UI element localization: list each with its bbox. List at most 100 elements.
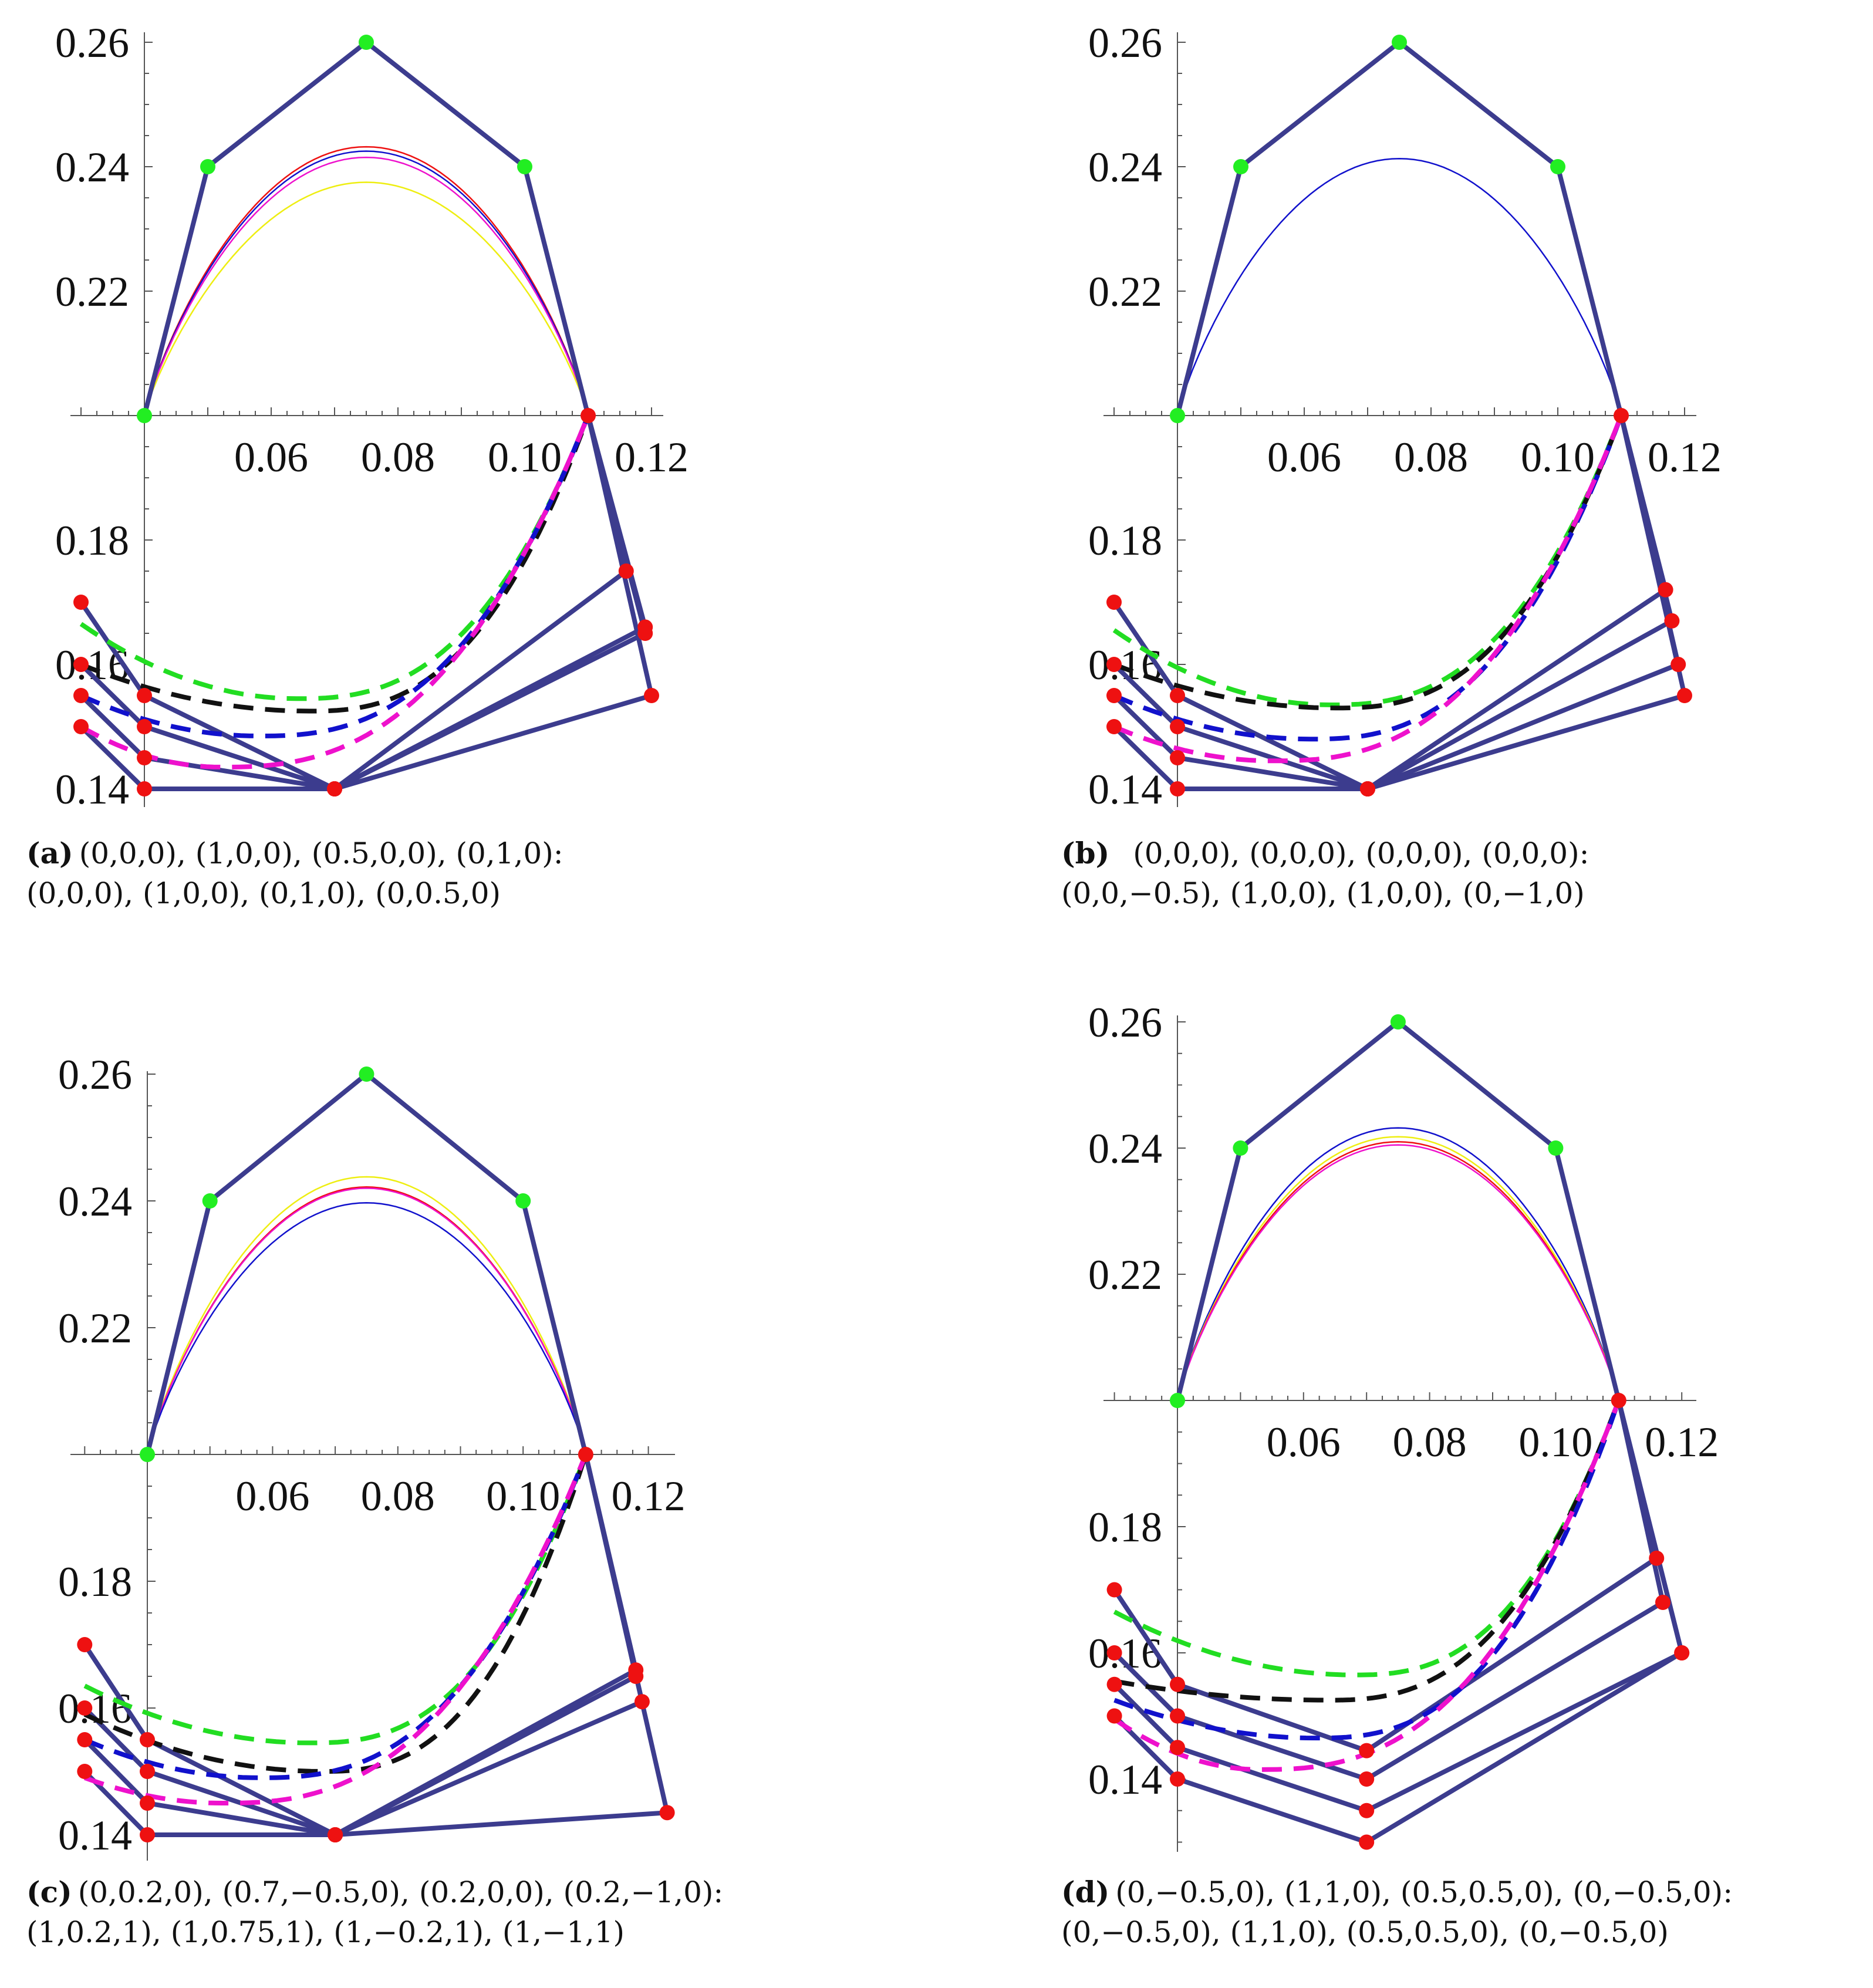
control-point-red — [77, 1700, 93, 1716]
y-tick-label: 0.26 — [55, 19, 129, 66]
control-point-red — [1655, 1595, 1670, 1610]
chart-panel-b: 0.06 0.08 0.10 0.12 0.26 0.24 0.22 0.18 0.16 0.14 — [1088, 19, 1722, 813]
caption-a-line2: (0,0,0), (1,0,0), (0,1,0), (0,0.5,0) — [26, 876, 501, 910]
control-point-red — [1106, 1708, 1122, 1724]
control-point-red — [137, 719, 152, 734]
control-point-red — [77, 1637, 93, 1652]
control-point-green — [200, 159, 215, 174]
control-point-red — [1106, 1582, 1122, 1598]
control-point-red — [1674, 1645, 1690, 1660]
x-tick-label: 0.12 — [1645, 1419, 1719, 1466]
upper-curve-red — [146, 1186, 587, 1455]
control-point-red — [1170, 1771, 1185, 1787]
control-point-red — [634, 1694, 650, 1710]
control-point-red — [73, 719, 89, 734]
control-point-red — [1170, 688, 1185, 703]
y-tick-label: 0.18 — [1088, 1504, 1162, 1551]
control-point-red — [1106, 719, 1122, 734]
control-point-red — [327, 781, 342, 796]
control-point-green — [1548, 1140, 1564, 1156]
control-point-green — [1233, 1140, 1248, 1156]
control-point-red — [1670, 657, 1686, 672]
control-point-red — [73, 657, 89, 672]
control-point-red — [137, 688, 152, 703]
control-point-red — [1170, 781, 1185, 796]
control-point-red — [1106, 688, 1122, 703]
y-tick-label: 0.26 — [58, 1051, 132, 1098]
y-tick-label: 0.24 — [1088, 1125, 1162, 1172]
control-point-red — [1170, 1708, 1185, 1724]
control-point-red — [1614, 408, 1629, 423]
lower-curve-green — [83, 1453, 588, 1746]
y-tick-label: 0.14 — [58, 1812, 132, 1859]
caption-b-label: (b) — [1061, 836, 1110, 870]
upper-curve-blue — [146, 1201, 587, 1455]
y-tick-label: 0.26 — [1088, 19, 1162, 66]
control-point-red — [77, 1732, 93, 1747]
control-point-green — [1170, 1393, 1185, 1408]
control-point-red — [578, 1447, 593, 1462]
upper-control-polygon — [142, 40, 590, 416]
control-point-red — [1359, 1743, 1375, 1759]
x-tick-label: 0.06 — [1267, 434, 1341, 481]
control-point-red — [73, 688, 89, 703]
upper-control-polygon — [1175, 40, 1624, 416]
caption-c-label: (c) — [26, 1875, 72, 1909]
control-point-green — [359, 35, 374, 50]
control-point-red — [1664, 613, 1680, 629]
control-point-red — [581, 408, 596, 423]
y-tick-label: 0.24 — [55, 144, 129, 191]
caption-a: (a) (0,0,0), (1,0,0), (0.5,0,0), (0,1,0):… — [26, 833, 563, 913]
lower-control-polygon — [1112, 1400, 1685, 1845]
caption-c-line2: (1,0.2,1), (1,0.75,1), (1,−0.2,1), (1,−1… — [26, 1915, 625, 1949]
control-point-red — [1106, 595, 1122, 610]
caption-c: (c) (0,0.2,0), (0.7,−0.5,0), (0.2,0,0), (… — [26, 1872, 723, 1952]
x-tick-label: 0.08 — [1393, 1419, 1467, 1466]
control-point-green — [202, 1193, 218, 1209]
x-tick-label: 0.10 — [1521, 434, 1595, 481]
control-point-red — [1658, 582, 1673, 598]
lower-curve-blue — [80, 414, 590, 738]
caption-b: (b) (0,0,0), (0,0,0), (0,0,0), (0,0,0): (… — [1061, 833, 1589, 913]
caption-b-line1: (0,0,0), (0,0,0), (0,0,0), (0,0,0): — [1133, 836, 1589, 870]
control-point-red — [73, 595, 89, 610]
x-tick-label: 0.08 — [1394, 434, 1468, 481]
chart-panel-a: 0.06 0.08 0.10 0.120.260.240.220.180.160.14 — [55, 19, 689, 813]
x-tick-label: 0.10 — [486, 1473, 560, 1520]
x-tick-label: 0.08 — [361, 434, 435, 481]
upper-curve-blue — [1176, 1127, 1620, 1401]
lower-curve-magenta — [1113, 414, 1624, 764]
control-point-green — [1390, 1014, 1406, 1030]
upper-curve-yellow — [143, 181, 589, 416]
chart-panel-c: 0.06 0.08 0.10 0.120.260.240.220.180.160.14 — [58, 1051, 686, 1861]
control-point-red — [328, 1827, 343, 1842]
control-point-green — [140, 1447, 155, 1462]
control-point-red — [140, 1764, 155, 1779]
y-tick-label: 0.24 — [1088, 144, 1162, 191]
y-tick-label: 0.14 — [1088, 1756, 1162, 1803]
control-point-red — [628, 1669, 644, 1684]
control-point-red — [618, 563, 634, 579]
x-tick-label: 0.12 — [615, 434, 689, 481]
control-point-red — [1677, 688, 1692, 703]
control-point-red — [1359, 1834, 1375, 1850]
x-tick-label: 0.06 — [235, 1473, 309, 1520]
lower-curve-black — [83, 1453, 588, 1774]
control-point-red — [1359, 1771, 1375, 1787]
y-tick-label: 0.14 — [1088, 766, 1162, 813]
lower-curve-black — [80, 414, 590, 714]
x-tick-label: 0.12 — [612, 1473, 686, 1520]
upper-curve-magenta — [143, 156, 589, 416]
control-point-green — [515, 1193, 531, 1209]
x-tick-label: 0.06 — [234, 434, 308, 481]
control-point-green — [1170, 408, 1185, 423]
y-tick-label: 0.16 — [1088, 642, 1162, 688]
control-point-green — [137, 408, 152, 423]
y-tick-label: 0.18 — [58, 1558, 132, 1605]
x-tick-label: 0.12 — [1648, 434, 1722, 481]
control-point-red — [1359, 1803, 1375, 1818]
control-point-red — [1170, 750, 1185, 765]
control-point-red — [77, 1764, 93, 1779]
lower-curve-black — [1113, 1399, 1621, 1703]
upper-curve-magenta — [1176, 1144, 1620, 1401]
